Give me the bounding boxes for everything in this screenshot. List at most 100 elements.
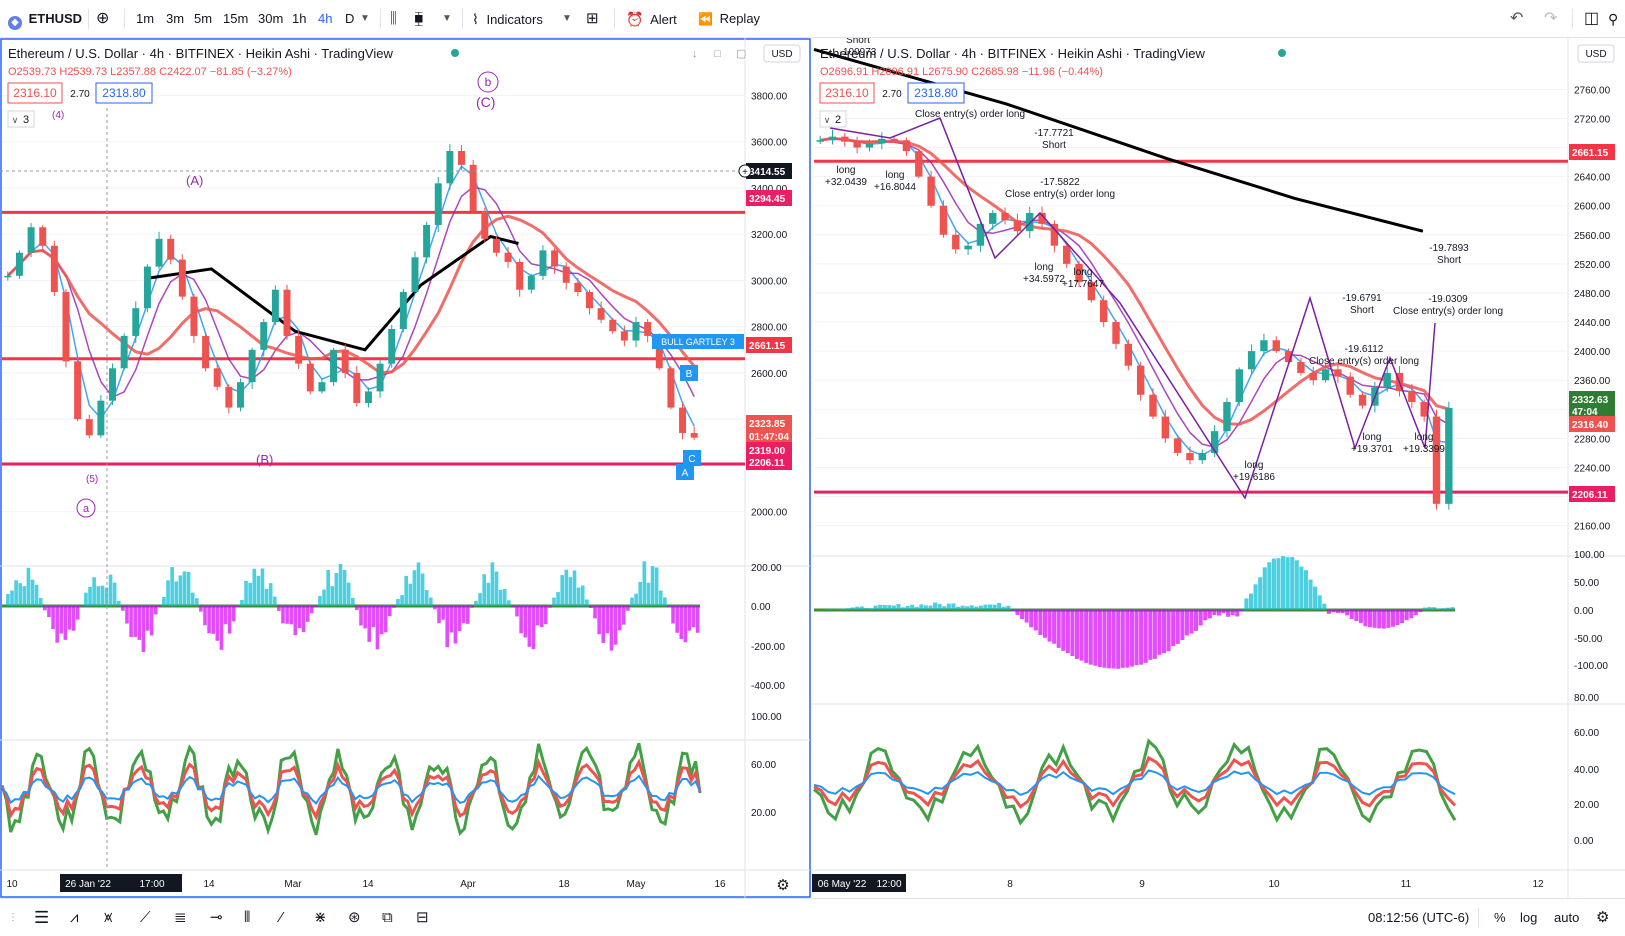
interval-1m[interactable]: 1m	[136, 0, 154, 38]
pattern-c-label: C	[688, 454, 695, 465]
strategy-annotation-text: -19.7893	[1429, 243, 1469, 254]
macd-bar	[696, 606, 700, 633]
macd-bar	[974, 607, 978, 610]
candle-body	[493, 239, 500, 253]
right-chart-title: Ethereum / U.S. Dollar · 4h · BITFINEX ·…	[820, 46, 1205, 61]
intervals-chevron-down-icon[interactable]: ▼	[360, 0, 370, 38]
candle-body	[330, 350, 337, 382]
log-toggle[interactable]: log	[1520, 899, 1537, 936]
macd-bar	[466, 606, 470, 624]
percent-toggle[interactable]: %	[1494, 899, 1506, 936]
ruler-icon[interactable]: ⊟	[416, 899, 429, 936]
candles-style-icon[interactable]: ⧯	[414, 0, 424, 38]
interval-1h[interactable]: 1h	[292, 0, 306, 38]
strategy-annotation-text: -19.0309	[1428, 294, 1468, 305]
drag-handle-icon[interactable]: ⋮	[8, 899, 18, 936]
candle-body	[644, 322, 651, 336]
redo-icon[interactable]: ↷	[1544, 0, 1557, 38]
macd-bar	[841, 609, 845, 610]
candle-body	[915, 151, 922, 176]
indicators-chevron-down-icon[interactable]: ▼	[562, 0, 572, 38]
macd-bar	[68, 606, 72, 630]
macd-bar	[1052, 610, 1056, 644]
macd-bar	[248, 583, 252, 606]
charts-area[interactable]: 3800.003600.003400.003200.003000.002800.…	[0, 38, 1625, 898]
macd-bar	[421, 573, 425, 606]
macd-bar	[1418, 610, 1422, 612]
layout-split-icon[interactable]: ◫	[1584, 0, 1599, 38]
macd-bar	[1308, 580, 1312, 610]
replay-button[interactable]: ⏪ Replay	[698, 0, 760, 38]
candle-body	[1137, 366, 1144, 395]
symbol-search[interactable]: ◆ ETHUSD	[8, 0, 82, 38]
macd-bar	[1221, 610, 1225, 613]
symbol-label: ETHUSD	[29, 11, 82, 26]
interval-4h[interactable]: 4h	[318, 0, 332, 38]
macd-bar	[339, 564, 343, 606]
candle-body	[551, 250, 558, 266]
clock-time[interactable]: 08:12:56 (UTC-6)	[1368, 899, 1469, 936]
menu-lines-icon[interactable]: ☰	[34, 899, 49, 936]
left-cursor-time: 17:00	[139, 879, 164, 890]
chart-type-chevron-down-icon[interactable]: ▼	[442, 0, 452, 38]
templates-grid-icon[interactable]: ⊞	[586, 0, 599, 38]
candle-body	[1162, 417, 1169, 439]
compare-add-icon[interactable]: ⊕	[96, 0, 109, 38]
trend-line-icon[interactable]: ⁄	[280, 899, 283, 936]
right-cursor-time: 12:00	[876, 879, 901, 890]
candle-body	[86, 419, 93, 435]
macd-bar	[532, 606, 536, 649]
macd-bar	[174, 581, 178, 606]
macd-bar	[1395, 610, 1399, 625]
left-settings-gear-icon[interactable]: ⚙	[776, 877, 789, 894]
candle-body	[284, 290, 291, 336]
strategy-annotation-text: +19.3399	[1403, 444, 1445, 455]
macd-bar	[1428, 607, 1432, 610]
strategy-annotation-text: -19.6791	[1342, 293, 1382, 304]
alert-button[interactable]: ⏰ Alert	[626, 0, 677, 38]
bottom-settings-gear-icon[interactable]: ⚙	[1596, 899, 1609, 936]
macd-bar	[1075, 610, 1079, 659]
candle-body	[1186, 453, 1193, 460]
macd-bar	[1043, 610, 1047, 638]
horizontal-ray-icon[interactable]: ⊸	[210, 899, 223, 936]
left-scroll-down-icon[interactable]: ↓	[692, 48, 698, 60]
more-icon[interactable]: ⚲	[1608, 0, 1618, 38]
gann-fan-icon[interactable]: ⊛	[348, 899, 361, 936]
node-network-icon[interactable]: ⋇	[314, 899, 327, 936]
strategy-annotation-text: +19.6186	[1233, 472, 1275, 483]
top-toolbar: ◆ ETHUSD ⊕ 1m 3m 5m 15m 30m 1h 4h D ▼ ⫼ …	[0, 0, 1625, 38]
macd-bar	[606, 606, 610, 633]
candle-body	[109, 368, 116, 400]
fib-retracement-icon[interactable]: ≣	[174, 899, 187, 936]
indicators-button[interactable]: ⌇ Indicators	[472, 0, 543, 38]
projection-icon[interactable]: ⧉	[382, 899, 393, 936]
macd-tick-label: -400.00	[751, 681, 785, 692]
left-bid-price: 2316.10	[13, 86, 57, 100]
vertical-lines-icon[interactable]: ⫴	[244, 899, 250, 936]
macd-bar	[445, 606, 449, 647]
macd-bar	[910, 605, 914, 610]
undo-icon[interactable]: ↶	[1510, 0, 1523, 38]
candle-body	[609, 320, 616, 332]
macd-bar	[1441, 608, 1445, 610]
interval-d[interactable]: D	[345, 0, 354, 38]
trend-tool-icon[interactable]: ⟋	[140, 899, 151, 936]
strategy-annotation-text: Close entry(s) order long	[1005, 189, 1115, 200]
macd-bar	[924, 605, 928, 610]
interval-5m[interactable]: 5m	[194, 0, 212, 38]
interval-30m[interactable]: 30m	[258, 0, 283, 38]
interval-15m[interactable]: 15m	[223, 0, 248, 38]
bars-style-icon[interactable]: ⫼	[390, 0, 397, 38]
interval-3m[interactable]: 3m	[166, 0, 184, 38]
left-maximize-icon[interactable]: □	[714, 48, 721, 60]
candle-body	[667, 368, 674, 407]
price-tag-label: 2316.40	[1572, 420, 1609, 431]
left-popout-icon[interactable]: ▢	[736, 48, 746, 60]
right-currency-label: USD	[1585, 49, 1606, 60]
auto-toggle[interactable]: auto	[1554, 899, 1579, 936]
macd-bar	[1249, 594, 1253, 610]
candle-body	[237, 382, 244, 407]
abc-pattern-icon[interactable]: ⩘	[70, 899, 78, 936]
elliott-wave-icon[interactable]: ⩙	[104, 899, 112, 936]
